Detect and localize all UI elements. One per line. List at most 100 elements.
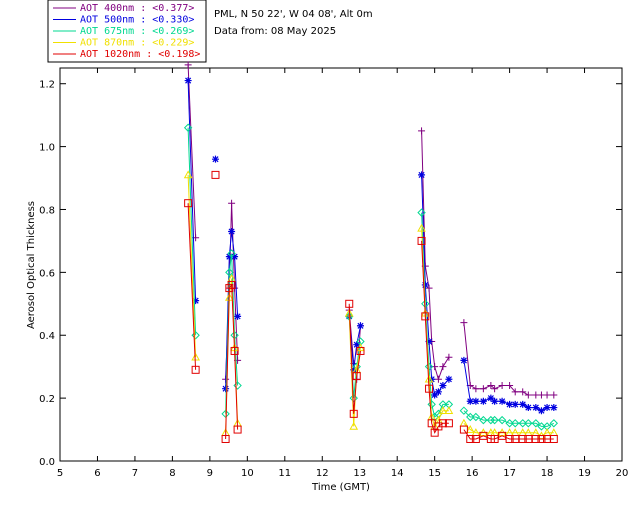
x-tick-label: 17 — [503, 468, 516, 479]
data-point — [505, 434, 514, 443]
series-line — [187, 64, 197, 238]
series-2 — [183, 123, 559, 431]
site-label: PML, N 50 22', W 04 08', Alt 0m — [214, 9, 373, 20]
data-point — [349, 409, 358, 418]
x-tick-label: 15 — [428, 468, 441, 479]
data-point — [537, 407, 545, 415]
data-point — [550, 391, 558, 399]
data-point — [459, 418, 469, 427]
y-tick-label: 0.6 — [39, 268, 55, 279]
data-point — [459, 406, 469, 415]
series-line — [463, 322, 554, 396]
data-point — [472, 385, 480, 393]
data-point — [427, 400, 436, 409]
date-label: Data from: 08 May 2025 — [214, 26, 336, 37]
x-tick-label: 12 — [316, 468, 329, 479]
axis-ticks: 5 6 7 8 9 10 11 12 13 14 15 16 17 18 19 20 0.0 0.2 0.4 0.6 0… — [39, 68, 628, 479]
data-point — [519, 388, 527, 396]
data-point — [549, 419, 559, 428]
data-point — [524, 391, 532, 399]
data-point — [184, 77, 192, 85]
series-line — [421, 130, 450, 381]
data-point — [228, 199, 236, 207]
x-tick-label: 19 — [578, 468, 591, 479]
data-point — [466, 434, 475, 443]
data-point — [221, 434, 230, 443]
x-tick-label: 7 — [132, 468, 138, 479]
x-tick-label: 16 — [466, 468, 479, 479]
data-point — [421, 312, 430, 321]
legend-entry: AOT 500nm : <0.330> — [80, 15, 194, 26]
x-tick-label: 5 — [57, 468, 63, 479]
series-line — [187, 127, 197, 336]
data-point — [349, 393, 358, 403]
series-4 — [184, 170, 558, 443]
data-point — [230, 346, 239, 355]
data-point — [511, 400, 519, 408]
data-point — [460, 356, 468, 364]
data-point — [191, 365, 200, 374]
data-point — [431, 391, 439, 399]
data-point — [184, 199, 193, 208]
x-tick-label: 11 — [278, 468, 291, 479]
data-point — [225, 268, 234, 277]
data-point — [353, 341, 361, 349]
data-point — [466, 397, 474, 405]
data-point — [417, 208, 426, 217]
x-tick-label: 20 — [616, 468, 629, 479]
data-point — [537, 422, 546, 431]
data-point — [479, 385, 487, 393]
data-point — [225, 253, 233, 261]
data-point — [543, 404, 551, 412]
data-point — [465, 425, 475, 433]
data-point — [524, 404, 532, 412]
y-tick-label: 1.0 — [39, 143, 55, 154]
legend-entry: AOT 400nm : <0.377> — [80, 3, 194, 14]
data-point — [211, 170, 220, 179]
data-point — [491, 385, 499, 393]
data-point — [498, 397, 506, 405]
data-point — [511, 419, 520, 428]
data-point — [228, 227, 236, 235]
data-point — [191, 331, 200, 340]
series-0 — [184, 61, 558, 399]
x-tick-label: 9 — [207, 468, 213, 479]
data-point — [444, 419, 453, 428]
data-point — [550, 404, 558, 412]
data-point — [425, 384, 434, 393]
data-point — [434, 375, 442, 383]
data-point — [417, 223, 426, 232]
data-point — [486, 415, 496, 425]
legend-frame — [47, 0, 207, 63]
data-point — [444, 406, 454, 414]
data-point — [425, 284, 433, 292]
data-point — [183, 123, 193, 132]
data-point — [421, 281, 429, 289]
data-point — [356, 346, 365, 355]
data-point — [445, 375, 453, 383]
data-point — [234, 312, 242, 320]
series-line — [348, 316, 361, 370]
data-point — [211, 155, 219, 163]
legend-entry: AOT 1020nm : <0.198> — [80, 49, 200, 60]
y-tick-label: 0.0 — [39, 457, 55, 468]
data-point — [349, 421, 359, 430]
data-point — [418, 171, 426, 179]
data-point — [487, 382, 495, 390]
data-point — [506, 382, 514, 390]
x-tick-label: 10 — [241, 468, 254, 479]
data-point — [519, 400, 527, 408]
x-tick-label: 18 — [541, 468, 554, 479]
data-point — [511, 388, 519, 396]
series-line — [187, 203, 197, 370]
data-point — [524, 419, 533, 428]
data-point — [471, 412, 481, 422]
legend-entry: AOT 675nm : <0.269> — [80, 26, 194, 37]
legend-entry: AOT 870nm : <0.229> — [80, 38, 194, 49]
data-point — [549, 434, 558, 443]
data-point — [345, 299, 354, 308]
data-point — [356, 322, 364, 330]
data-point — [183, 170, 193, 179]
data-point — [543, 391, 551, 399]
